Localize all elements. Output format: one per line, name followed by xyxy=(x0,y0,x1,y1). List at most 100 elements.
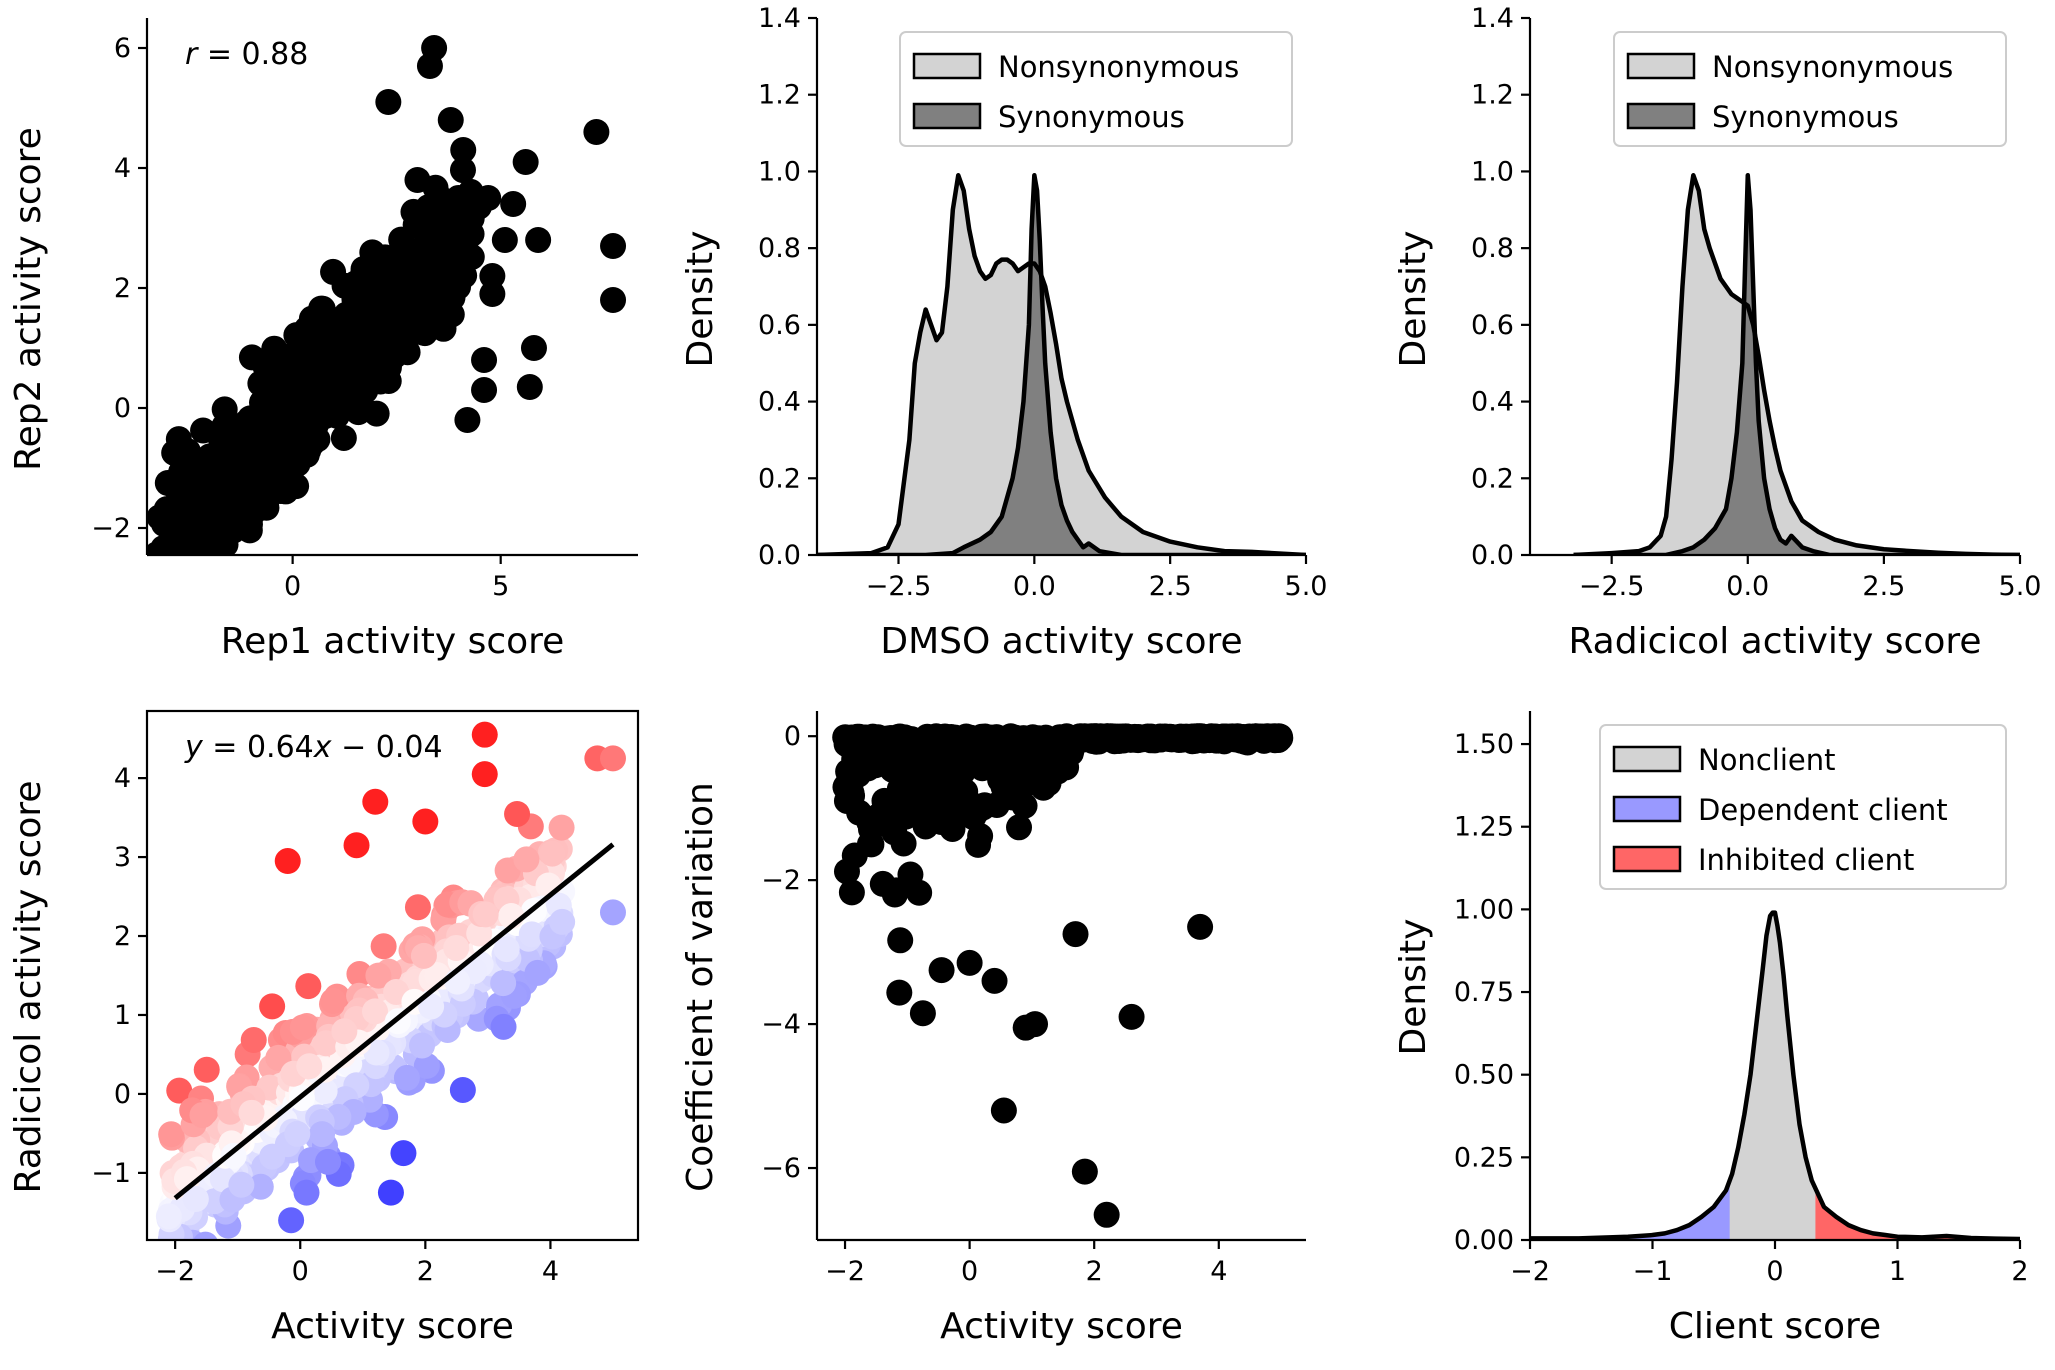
scatter-point xyxy=(365,962,392,989)
scatter-point xyxy=(259,1143,286,1170)
scatter-point xyxy=(458,221,485,247)
x-tick-label: −2.5 xyxy=(866,571,932,602)
x-axis-label: Client score xyxy=(1669,1306,1881,1347)
scatter-point xyxy=(341,326,368,353)
scatter-point xyxy=(909,1000,936,1027)
scatter-point xyxy=(471,347,498,373)
scatter-point xyxy=(923,723,950,750)
scatter-point xyxy=(265,343,292,370)
scatter-point xyxy=(504,800,531,827)
annotation-part: = 0.64 xyxy=(203,730,314,765)
scatter-point xyxy=(942,726,969,753)
scatter-point xyxy=(331,1018,358,1045)
scatter-point xyxy=(372,318,399,345)
scatter-point xyxy=(430,315,457,342)
scatter-point xyxy=(143,576,169,602)
x-axis-label: Radicicol activity score xyxy=(1568,621,1981,662)
scatter-point xyxy=(599,899,626,926)
scatter-point xyxy=(154,470,181,496)
scatter-point xyxy=(193,569,219,595)
x-tick-label: 0 xyxy=(284,571,301,602)
scatter-point xyxy=(956,949,983,976)
scatter-point xyxy=(295,973,322,1000)
legend-box xyxy=(899,31,1293,147)
scatter-point xyxy=(125,566,151,592)
y-axis-label: Density xyxy=(1393,919,1434,1056)
scatter-point xyxy=(225,503,252,529)
x-tick-label: 4 xyxy=(1210,1256,1227,1287)
scatter-point xyxy=(1046,732,1073,759)
scatter-point xyxy=(175,521,202,547)
y-tick-label: 2 xyxy=(114,273,131,304)
scatter-point xyxy=(449,157,476,184)
scatter-point xyxy=(412,808,439,835)
scatter-point xyxy=(472,901,499,928)
scatter-point xyxy=(955,747,982,774)
y-axis-label: Density xyxy=(1393,231,1434,368)
y-tick-label: −2 xyxy=(91,513,131,544)
density-areas xyxy=(817,173,1306,555)
scatter-point xyxy=(413,1052,440,1079)
x-tick-label: 0.0 xyxy=(1726,571,1769,602)
scatter-point xyxy=(1025,725,1052,752)
scatter-point xyxy=(172,577,198,603)
scatter-point xyxy=(549,908,576,935)
scatter-point xyxy=(312,1030,339,1057)
scatter-point xyxy=(174,438,201,465)
x-tick-label: −2 xyxy=(1510,1256,1550,1287)
density-line-synonymous xyxy=(1573,173,2020,555)
scatter-point xyxy=(600,287,627,313)
scatter-point xyxy=(425,197,452,223)
scatter-point xyxy=(193,1056,220,1083)
y-tick-label: −4 xyxy=(761,1009,801,1040)
y-tick-label: 4 xyxy=(114,763,131,794)
fit-line xyxy=(173,842,615,1201)
legend-label: Nonclient xyxy=(1698,743,1835,777)
scatter-point xyxy=(512,149,539,175)
scatter-point xyxy=(600,233,627,259)
scatter-point xyxy=(149,564,175,590)
scatter-point xyxy=(838,879,865,906)
scatter-point xyxy=(548,814,575,841)
scatter-point xyxy=(181,557,207,583)
scatter-point xyxy=(158,1121,185,1148)
plot-frame xyxy=(145,709,640,1242)
scatter-point xyxy=(266,412,293,439)
scatter-point xyxy=(1199,726,1226,753)
scatter-point xyxy=(471,761,498,788)
y-tick-label: 0.8 xyxy=(758,233,801,264)
fit-annotation: y = 0.64x − 0.04 xyxy=(184,730,443,765)
x-tick-label: 5.0 xyxy=(1285,571,1328,602)
scatter-point xyxy=(254,378,281,405)
scatter-point xyxy=(211,420,238,447)
scatter-point xyxy=(490,970,517,997)
scatter-point xyxy=(370,933,397,960)
scatter-point xyxy=(193,1231,218,1240)
scatter-point xyxy=(1094,723,1121,750)
y-tick-label: 0.2 xyxy=(758,463,801,494)
legend-swatch xyxy=(1626,102,1696,130)
legend-box xyxy=(1613,31,2007,147)
scatter-point xyxy=(278,1207,305,1234)
scatter-point xyxy=(906,879,933,906)
scatter-point xyxy=(866,810,893,837)
scatter-point xyxy=(928,957,955,984)
x-tick-label: 4 xyxy=(542,1256,559,1287)
scatter-point xyxy=(362,788,389,815)
x-tick-label: −2 xyxy=(825,1256,865,1287)
scatter-point xyxy=(282,446,309,473)
x-tick-label: 5 xyxy=(492,571,509,602)
x-tick-label: 2 xyxy=(417,1256,434,1287)
scatter-point xyxy=(1062,921,1089,948)
panel-a: 0 5 −2 0 2 4 6 Rep1 activity score Rep2 activity… xyxy=(8,18,638,662)
y-tick-label: 3 xyxy=(114,842,131,873)
scatter-point xyxy=(319,356,346,383)
x-tick-label: −2 xyxy=(155,1256,195,1287)
scatter-point xyxy=(307,320,334,347)
x-tick-label: 0 xyxy=(1766,1256,1783,1287)
scatter-point xyxy=(1027,767,1054,794)
y-tick-label: 1.25 xyxy=(1454,812,1514,843)
density-areas xyxy=(1573,173,2020,555)
scatter-point xyxy=(990,1097,1017,1124)
